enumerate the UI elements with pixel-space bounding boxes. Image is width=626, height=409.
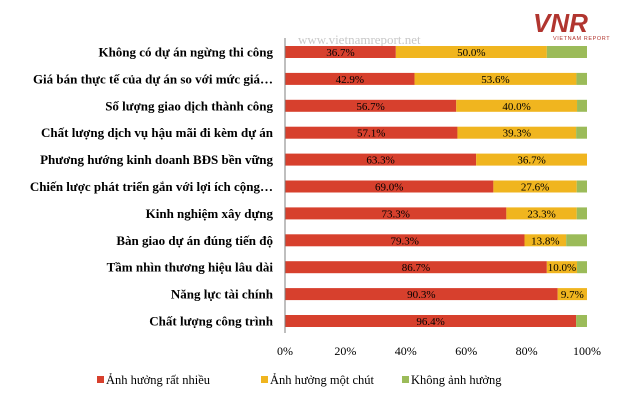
- category-labels: Không có dự án ngừng thi công Giá bán thự…: [30, 45, 274, 329]
- bar-segment-series-1: [285, 261, 547, 274]
- data-label: 79.3%: [391, 235, 419, 247]
- category-label: Phương hướng kinh doanh BĐS bền vững: [40, 152, 273, 167]
- legend-label: Không ảnh hưởng: [411, 373, 502, 387]
- data-label: 9.7%: [561, 289, 584, 301]
- category-label: Kinh nghiệm xây dựng: [146, 206, 274, 221]
- bar-segment-series-1: [285, 99, 457, 112]
- data-label: 53.6%: [481, 74, 509, 86]
- legend: Ảnh hưởng rất nhiều Ảnh hưởng một chút Khô…: [97, 373, 502, 387]
- bar-segment-series-2: [493, 180, 577, 193]
- legend-swatch: [402, 376, 409, 383]
- bar-segment-series-2: [557, 288, 587, 301]
- bar-segment-series-1: [285, 153, 477, 166]
- x-tick-label: 20%: [334, 344, 356, 358]
- category-label: Không có dự án ngừng thi công: [98, 45, 273, 60]
- bar-segment-series-1: [285, 180, 494, 193]
- legend-swatch: [97, 376, 104, 383]
- bar-segment-series-3: [577, 261, 587, 274]
- bar-segment-series-1: [285, 288, 558, 301]
- vnr-logo: VNR VIETNAM REPORT: [533, 8, 610, 42]
- x-tick-label: 100%: [573, 344, 601, 358]
- data-label: 90.3%: [407, 289, 435, 301]
- watermark-text: www.vietnamreport.net: [298, 32, 421, 47]
- bar-segment-series-3: [576, 315, 587, 327]
- bar-segment-series-3: [576, 207, 587, 220]
- bar-segment-series-2: [457, 126, 577, 139]
- logo-subtitle: VIETNAM REPORT: [553, 36, 610, 42]
- bar-segment-series-3: [566, 234, 587, 247]
- bar-segment-series-2: [506, 207, 577, 220]
- bar-segment-series-2: [524, 234, 567, 247]
- data-label: 57.1%: [357, 128, 385, 140]
- category-label: Bàn giao dự án đúng tiến độ: [116, 233, 273, 248]
- bar-segment-series-2: [456, 99, 578, 112]
- data-label: 50.0%: [457, 47, 485, 59]
- data-label: 40.0%: [502, 101, 530, 113]
- data-labels: 36.7% 50.0% 42.9% 53.6% 56.7% 40.0% 57.1% 39.3%…: [326, 47, 584, 328]
- bar-segment-series-2: [395, 46, 547, 58]
- data-label: 69.0%: [375, 182, 403, 194]
- bar-segment-series-3: [577, 99, 587, 112]
- data-label: 23.3%: [527, 208, 555, 220]
- legend-swatch: [261, 376, 268, 383]
- bar-segment-series-2: [546, 261, 578, 274]
- bar-segment-series-1: [285, 207, 507, 220]
- data-label: 42.9%: [336, 74, 364, 86]
- data-label: 73.3%: [381, 208, 409, 220]
- x-tick-labels: 0% 20% 40% 60% 80% 100%: [277, 344, 601, 358]
- bar-segment-series-3: [576, 126, 587, 139]
- data-label: 96.4%: [416, 316, 444, 328]
- category-label: Số lượng giao dịch thành công: [105, 98, 273, 113]
- bar-segment-series-1: [285, 315, 577, 327]
- data-label: 27.6%: [521, 182, 549, 194]
- data-label: 36.7%: [517, 155, 545, 167]
- data-label: 13.8%: [531, 235, 559, 247]
- category-label: Tầm nhìn thương hiệu lâu dài: [107, 260, 274, 275]
- bar-segment-series-2: [476, 153, 587, 166]
- bar-segment-series-1: [285, 126, 458, 139]
- legend-label: Ảnh hưởng rất nhiều: [106, 373, 211, 387]
- bar-segment-series-1: [285, 72, 415, 85]
- x-tick-label: 60%: [455, 344, 477, 358]
- data-label: 86.7%: [402, 262, 430, 274]
- data-label: 56.7%: [356, 101, 384, 113]
- bars: [285, 46, 587, 327]
- bar-segment-series-2: [414, 72, 577, 85]
- data-label: 63.3%: [366, 155, 394, 167]
- bar-segment-series-1: [285, 234, 525, 247]
- bar-segment-series-3: [576, 180, 587, 193]
- logo-mark: VNR: [533, 8, 588, 38]
- legend-label: Ảnh hưởng một chút: [270, 373, 375, 387]
- category-label: Chiến lược phát triển gắn với lợi ích cộ…: [30, 179, 273, 194]
- data-label: 36.7%: [326, 47, 354, 59]
- data-label: 10.0%: [548, 262, 576, 274]
- x-tick-label: 40%: [395, 344, 417, 358]
- data-label: 39.3%: [503, 128, 531, 140]
- category-label: Chất lượng dịch vụ hậu mãi đi kèm dự án: [41, 125, 274, 140]
- category-label: Chất lượng công trình: [149, 314, 273, 329]
- bar-segment-series-3: [576, 72, 587, 85]
- category-label: Năng lực tài chính: [171, 287, 274, 302]
- bar-segment-series-3: [546, 46, 587, 58]
- category-label: Giá bán thực tế của dự án so với mức giá…: [33, 71, 273, 86]
- bar-segment-series-1: [285, 46, 396, 58]
- x-tick-label: 0%: [277, 344, 293, 358]
- x-tick-label: 80%: [516, 344, 538, 358]
